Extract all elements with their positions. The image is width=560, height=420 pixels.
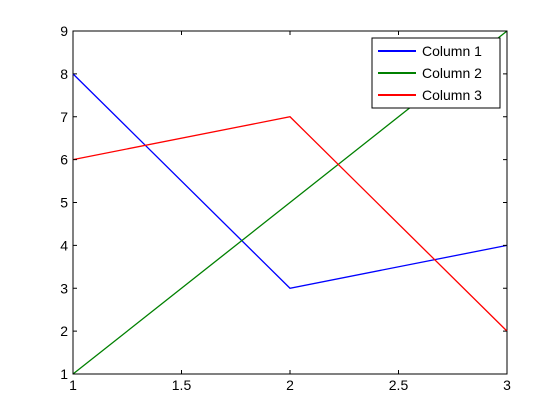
y-axis: 1 2 3 4 5 6 7 8 9 <box>60 23 507 382</box>
x-tick-label: 1 <box>69 377 77 393</box>
series-line-3 <box>72 116 508 332</box>
legend-label-2: Column 2 <box>422 65 482 81</box>
x-tick-label: 3 <box>503 377 511 393</box>
y-tick-label: 4 <box>60 237 68 253</box>
x-tick-label: 1.5 <box>172 377 192 393</box>
x-tick-label: 2 <box>286 377 294 393</box>
y-tick-label: 6 <box>60 152 68 168</box>
y-tick-label: 5 <box>60 195 68 211</box>
y-tick-label: 8 <box>60 66 68 82</box>
legend: Column 1 Column 2 Column 3 <box>371 37 501 109</box>
y-tick-label: 2 <box>60 323 68 339</box>
legend-label-1: Column 1 <box>422 43 482 59</box>
legend-label-3: Column 3 <box>422 87 482 103</box>
y-tick-label: 7 <box>60 109 68 125</box>
x-tick-label: 2.5 <box>389 377 409 393</box>
y-tick-label: 3 <box>60 280 68 296</box>
x-axis: 1 1.5 2 2.5 3 <box>69 31 511 393</box>
y-tick-label: 9 <box>60 23 68 39</box>
y-tick-label: 1 <box>60 366 68 382</box>
